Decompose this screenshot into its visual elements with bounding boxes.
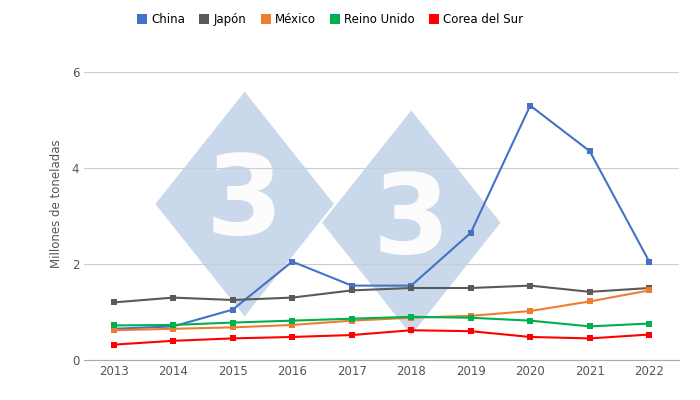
Y-axis label: Millones de toneladas: Millones de toneladas <box>50 140 63 268</box>
Text: 3: 3 <box>206 150 284 258</box>
Polygon shape <box>155 92 334 316</box>
Polygon shape <box>322 110 500 335</box>
Text: 3: 3 <box>372 169 450 276</box>
Legend: China, Japón, México, Reino Unido, Corea del Sur: China, Japón, México, Reino Unido, Corea… <box>137 13 524 26</box>
